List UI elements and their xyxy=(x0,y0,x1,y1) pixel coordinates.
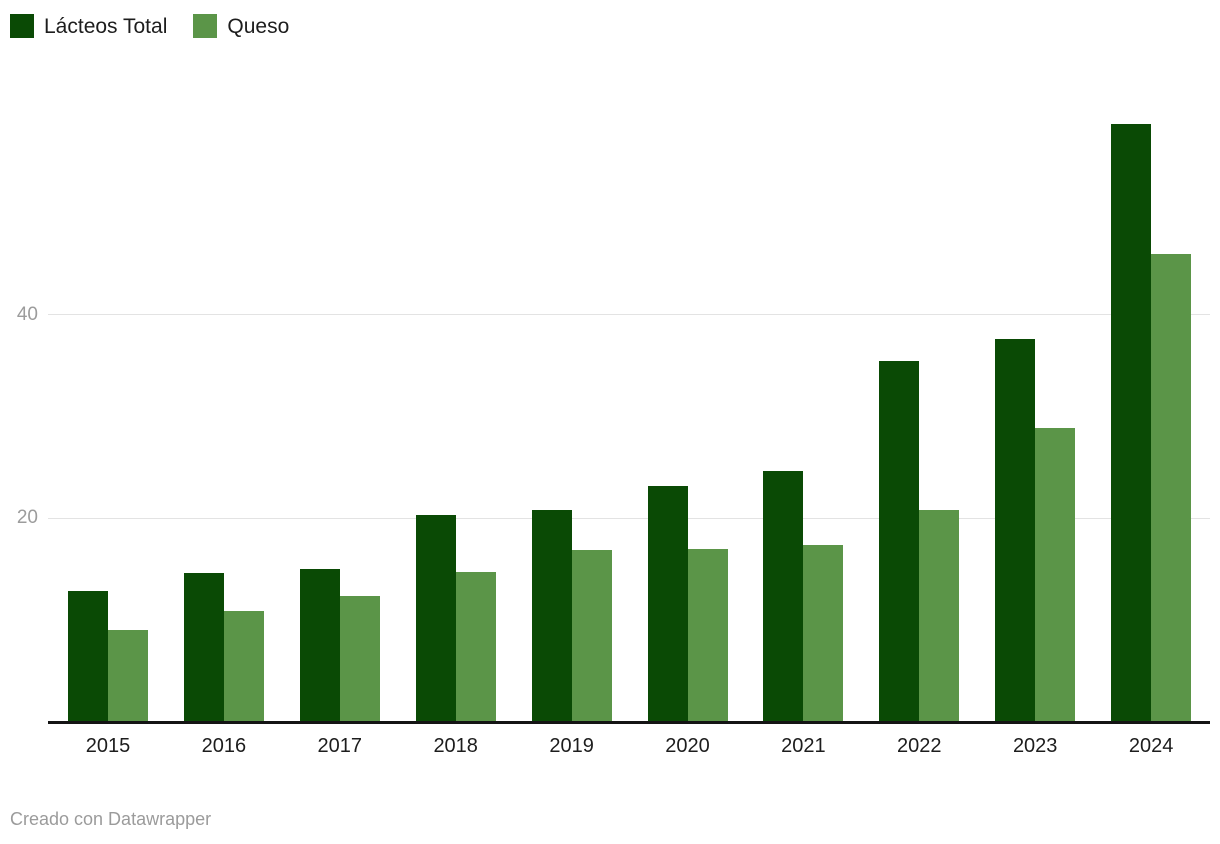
bar-queso-2020[interactable] xyxy=(687,548,728,722)
x-axis-label-2017: 2017 xyxy=(317,735,363,757)
legend-swatch-queso xyxy=(193,14,218,38)
bar-queso-2017[interactable] xyxy=(339,595,380,722)
attribution-text: Creado con Datawrapper xyxy=(10,809,212,829)
gridline-40 xyxy=(48,314,1210,316)
bar-queso-2022[interactable] xyxy=(919,510,960,722)
attribution: Creado con Datawrapper xyxy=(10,809,211,830)
bar-lacteos-total-2023[interactable] xyxy=(995,339,1036,722)
legend-label-queso: Queso xyxy=(227,14,290,38)
bar-lacteos-total-2020[interactable] xyxy=(647,485,688,722)
bar-queso-2018[interactable] xyxy=(455,572,496,722)
x-axis-label-2024: 2024 xyxy=(1128,735,1174,757)
x-axis-label-2015: 2015 xyxy=(85,735,131,757)
bar-queso-2021[interactable] xyxy=(803,544,844,722)
x-axis-label-2020: 2020 xyxy=(665,735,710,757)
bar-lacteos-total-2024[interactable] xyxy=(1111,124,1152,722)
y-axis-tick-20: 20 xyxy=(16,507,38,529)
bar-queso-2016[interactable] xyxy=(223,611,264,722)
x-axis-label-2023: 2023 xyxy=(1012,735,1058,757)
bar-queso-2019[interactable] xyxy=(571,549,612,722)
bar-lacteos-total-2021[interactable] xyxy=(763,470,804,722)
x-axis-label-2019: 2019 xyxy=(549,735,594,757)
bar-queso-2023[interactable] xyxy=(1035,427,1076,722)
gridline-20 xyxy=(48,517,1210,519)
x-axis-label-2016: 2016 xyxy=(201,735,247,757)
bar-lacteos-total-2022[interactable] xyxy=(879,360,920,722)
bar-lacteos-total-2016[interactable] xyxy=(183,573,224,722)
bar-queso-2024[interactable] xyxy=(1151,253,1192,722)
y-axis-tick-40: 40 xyxy=(16,303,38,325)
legend: Lácteos Total Queso xyxy=(10,14,289,38)
legend-label-lacteos-total: Lácteos Total xyxy=(44,14,168,38)
bar-lacteos-total-2015[interactable] xyxy=(68,590,108,722)
x-axis-label-2018: 2018 xyxy=(433,735,478,757)
legend-item-queso: Queso xyxy=(193,14,289,38)
legend-swatch-lacteos-total xyxy=(10,14,34,38)
x-axis-label-2021: 2021 xyxy=(781,735,826,757)
bar-queso-2015[interactable] xyxy=(108,630,148,722)
x-axis-line xyxy=(48,721,1210,724)
legend-item-lacteos-total: Lácteos Total xyxy=(10,14,167,38)
bar-lacteos-total-2018[interactable] xyxy=(415,515,456,722)
x-axis-label-2022: 2022 xyxy=(897,735,942,757)
bar-lacteos-total-2017[interactable] xyxy=(299,569,340,722)
bar-lacteos-total-2019[interactable] xyxy=(531,510,572,722)
